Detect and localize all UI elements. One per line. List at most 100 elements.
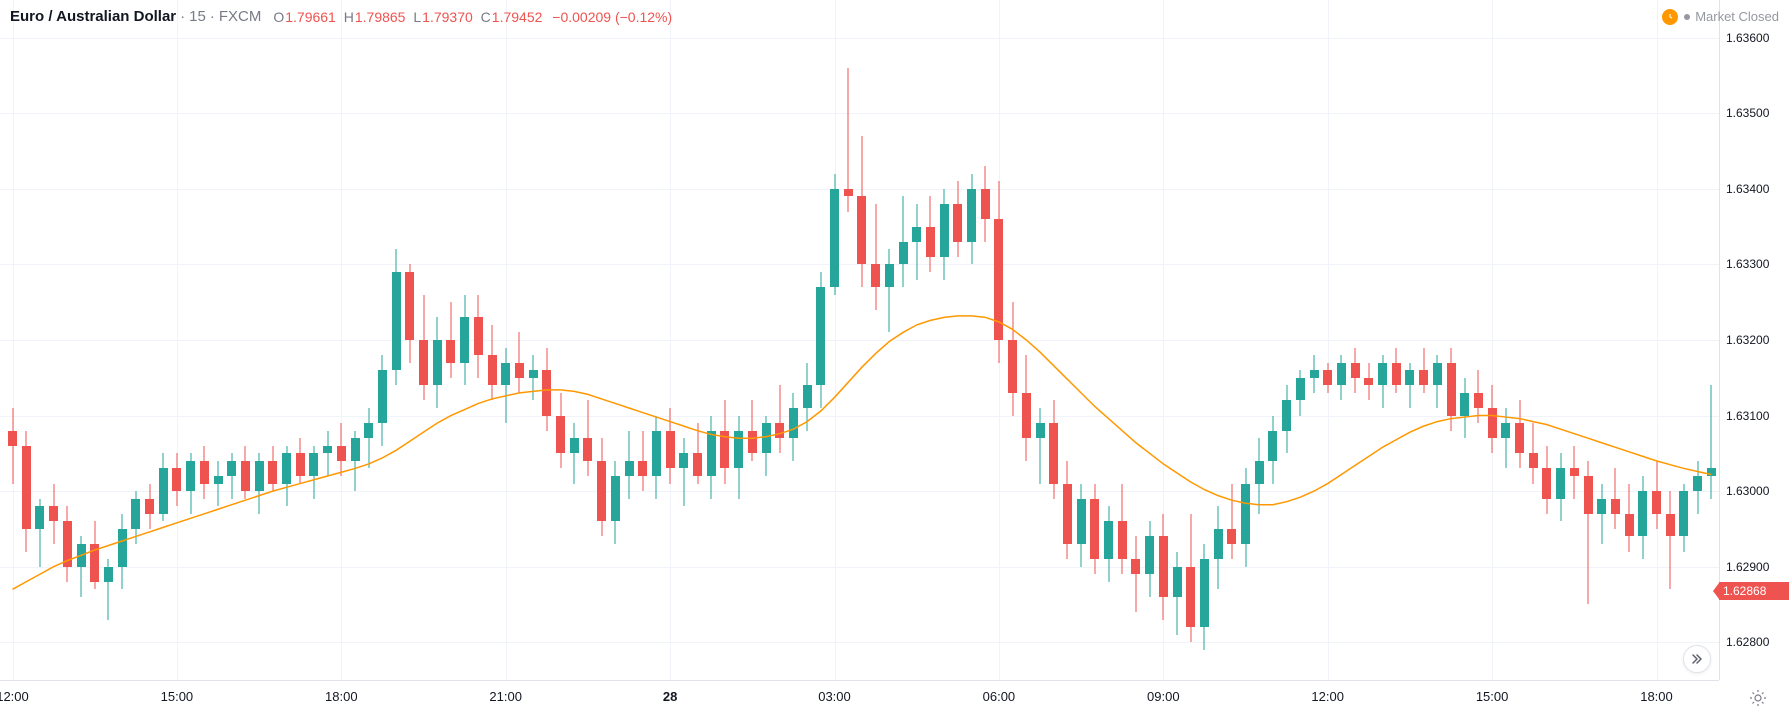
candle[interactable] (1323, 0, 1332, 680)
candle[interactable] (556, 0, 565, 680)
candle[interactable] (1077, 0, 1086, 680)
candle[interactable] (693, 0, 702, 680)
candle[interactable] (652, 0, 661, 680)
candle[interactable] (22, 0, 31, 680)
candle[interactable] (953, 0, 962, 680)
candle[interactable] (1296, 0, 1305, 680)
candle[interactable] (734, 0, 743, 680)
candle[interactable] (1542, 0, 1551, 680)
candle[interactable] (186, 0, 195, 680)
candle[interactable] (1186, 0, 1195, 680)
candle[interactable] (1556, 0, 1565, 680)
candle[interactable] (309, 0, 318, 680)
candle[interactable] (145, 0, 154, 680)
candle[interactable] (77, 0, 86, 680)
candle[interactable] (1529, 0, 1538, 680)
candle[interactable] (1104, 0, 1113, 680)
candle[interactable] (323, 0, 332, 680)
candle[interactable] (337, 0, 346, 680)
candle[interactable] (378, 0, 387, 680)
candle[interactable] (597, 0, 606, 680)
candle[interactable] (1008, 0, 1017, 680)
candle[interactable] (1131, 0, 1140, 680)
candle[interactable] (611, 0, 620, 680)
scroll-to-end-button[interactable] (1683, 645, 1711, 673)
candle[interactable] (1049, 0, 1058, 680)
candle[interactable] (364, 0, 373, 680)
candle[interactable] (172, 0, 181, 680)
candle[interactable] (8, 0, 17, 680)
candle[interactable] (1474, 0, 1483, 680)
candle[interactable] (1241, 0, 1250, 680)
candle[interactable] (940, 0, 949, 680)
chart-plot-area[interactable] (0, 0, 1719, 680)
candle[interactable] (351, 0, 360, 680)
candle[interactable] (1159, 0, 1168, 680)
candle[interactable] (926, 0, 935, 680)
candle[interactable] (1679, 0, 1688, 680)
candle[interactable] (1022, 0, 1031, 680)
candle[interactable] (405, 0, 414, 680)
candle[interactable] (104, 0, 113, 680)
candle[interactable] (720, 0, 729, 680)
y-axis[interactable]: 1.628001.629001.630001.631001.632001.633… (1719, 0, 1789, 680)
candle[interactable] (542, 0, 551, 680)
candle[interactable] (844, 0, 853, 680)
candle[interactable] (1638, 0, 1647, 680)
candle[interactable] (1310, 0, 1319, 680)
x-axis[interactable]: 12:0015:0018:0021:002803:0006:0009:0012:… (0, 680, 1719, 715)
candle[interactable] (679, 0, 688, 680)
candle[interactable] (419, 0, 428, 680)
candle[interactable] (789, 0, 798, 680)
candle[interactable] (1625, 0, 1634, 680)
candle[interactable] (583, 0, 592, 680)
candle[interactable] (1460, 0, 1469, 680)
candle[interactable] (241, 0, 250, 680)
candle[interactable] (1597, 0, 1606, 680)
candle[interactable] (1090, 0, 1099, 680)
candle[interactable] (1364, 0, 1373, 680)
candle[interactable] (159, 0, 168, 680)
candle[interactable] (1570, 0, 1579, 680)
candle[interactable] (200, 0, 209, 680)
candle[interactable] (570, 0, 579, 680)
candle[interactable] (1611, 0, 1620, 680)
candle[interactable] (501, 0, 510, 680)
candle[interactable] (666, 0, 675, 680)
candle[interactable] (1433, 0, 1442, 680)
candle[interactable] (1255, 0, 1264, 680)
candle[interactable] (282, 0, 291, 680)
candle[interactable] (1447, 0, 1456, 680)
candle[interactable] (1214, 0, 1223, 680)
candle[interactable] (529, 0, 538, 680)
candle[interactable] (90, 0, 99, 680)
candle[interactable] (885, 0, 894, 680)
candle[interactable] (1268, 0, 1277, 680)
candle[interactable] (625, 0, 634, 680)
candle[interactable] (1145, 0, 1154, 680)
candle[interactable] (1693, 0, 1702, 680)
candle[interactable] (1063, 0, 1072, 680)
candle[interactable] (1419, 0, 1428, 680)
candle[interactable] (830, 0, 839, 680)
candle[interactable] (857, 0, 866, 680)
candle[interactable] (255, 0, 264, 680)
candle[interactable] (488, 0, 497, 680)
candle[interactable] (1515, 0, 1524, 680)
candle[interactable] (707, 0, 716, 680)
candle[interactable] (994, 0, 1003, 680)
candle[interactable] (460, 0, 469, 680)
settings-gear-icon[interactable] (1747, 687, 1769, 709)
candle[interactable] (214, 0, 223, 680)
candle[interactable] (775, 0, 784, 680)
candle[interactable] (1282, 0, 1291, 680)
candle[interactable] (446, 0, 455, 680)
platform-label[interactable]: FXCM (219, 8, 262, 25)
interval-label[interactable]: 15 (189, 8, 206, 25)
candle[interactable] (1351, 0, 1360, 680)
candle[interactable] (1036, 0, 1045, 680)
candle[interactable] (1707, 0, 1716, 680)
candle[interactable] (392, 0, 401, 680)
candle[interactable] (1173, 0, 1182, 680)
candle[interactable] (1405, 0, 1414, 680)
